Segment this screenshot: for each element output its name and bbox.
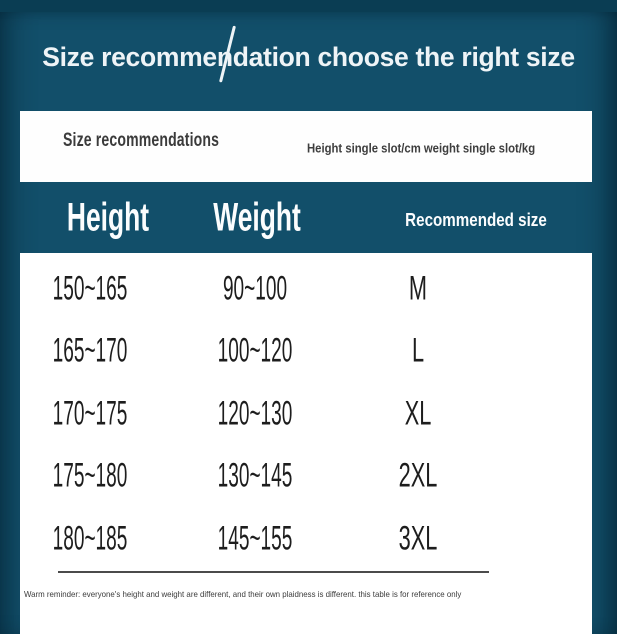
size-table-panel: 150~165 90~100 M 165~170 100~120 L 170~1… (20, 253, 592, 634)
warm-reminder-footnote: Warm reminder: everyone's height and wei… (24, 589, 462, 599)
weight-range-cell: 90~100 (222, 269, 288, 308)
recommended-size-cell: M (408, 269, 428, 308)
weight-range-cell: 120~130 (217, 394, 293, 433)
weight-range-cell: 130~145 (217, 456, 293, 495)
height-range-cell: 150~165 (52, 269, 128, 308)
weight-range-cell: 145~155 (217, 519, 293, 558)
recommended-size-cell: 2XL (398, 456, 438, 495)
column-header-weight: Weight (213, 195, 301, 240)
recommended-size-cell: XL (404, 394, 432, 433)
footnote-divider (58, 571, 489, 573)
page-title: Size recommendation choose the right siz… (42, 42, 575, 72)
subheader-left-label: Size recommendations (63, 130, 220, 151)
recommended-size-cell: L (411, 331, 425, 370)
column-header-height: Height (66, 195, 150, 240)
height-range-cell: 170~175 (52, 394, 128, 433)
height-range-cell: 180~185 (52, 519, 128, 558)
top-edge-strip (0, 0, 617, 12)
subheader-units-label: Height single slot/cm weight single slot… (307, 140, 536, 156)
height-range-cell: 175~180 (52, 456, 128, 495)
weight-range-cell: 100~120 (217, 331, 293, 370)
recommended-size-cell: 3XL (398, 519, 438, 558)
height-range-cell: 165~170 (52, 331, 128, 370)
subheader-bar: Size recommendations Height single slot/… (20, 111, 592, 182)
column-header-recommended-size: Recommended size (405, 209, 547, 230)
